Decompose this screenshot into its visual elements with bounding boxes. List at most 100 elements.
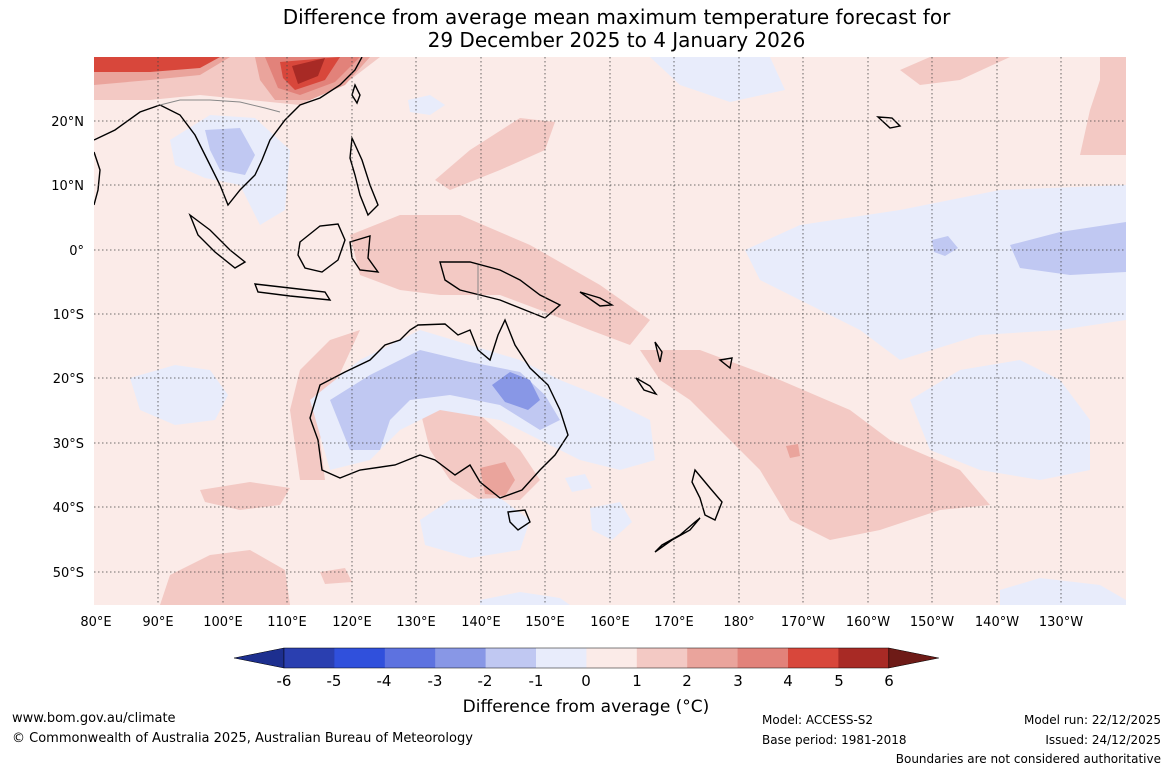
coast-borneo — [297, 223, 346, 273]
anomaly-cool-small-2 — [565, 474, 592, 492]
anomaly-cool-australia-2 — [330, 350, 560, 450]
colorbar-tick: -2 — [478, 672, 493, 690]
colorbar-swatch — [435, 648, 487, 668]
title-line-1: Difference from average mean maximum tem… — [282, 5, 951, 29]
country-borders — [159, 99, 479, 300]
coast-india — [94, 151, 101, 206]
copyright: © Commonwealth of Australia 2025, Austra… — [12, 731, 473, 746]
colorbar-tick: -1 — [529, 672, 544, 690]
lon-label: 100°E — [203, 615, 243, 630]
anomaly-warm-pacific-spot — [786, 444, 800, 458]
coast-solomon — [579, 291, 615, 307]
colorbar-swatch — [334, 648, 386, 668]
colorbar-ticks: -6 -5 -4 -3 -2 -1 0 1 2 3 4 5 6 — [277, 672, 894, 690]
coast-new-zealand-south — [654, 517, 701, 553]
colorbar-tick: 3 — [733, 672, 743, 690]
colorbar-extend-low — [233, 647, 285, 669]
anomaly-cool-small-1 — [408, 95, 445, 115]
colorbar-swatch — [687, 648, 739, 668]
lat-label: 10°S — [53, 308, 84, 323]
anomaly-cool-pacific-3 — [932, 236, 958, 256]
anomaly-cool-south — [480, 592, 570, 605]
lon-label: 120°E — [332, 615, 372, 630]
anomaly-cool-north-pacific — [650, 57, 785, 102]
colorbar-tick: 4 — [783, 672, 793, 690]
colorbar-tick: 1 — [632, 672, 642, 690]
anomaly-warm-southwest — [160, 550, 290, 605]
anomaly-warm-pacific-north — [435, 118, 555, 190]
boundaries-disclaimer: Boundaries are not considered authoritat… — [895, 752, 1161, 766]
coast-australia — [309, 318, 569, 499]
colorbar-tick: -3 — [428, 672, 443, 690]
map-plot-area — [94, 57, 1126, 605]
colorbar-tick: 2 — [682, 672, 692, 690]
coast-new-zealand-north — [691, 468, 723, 521]
anomaly-warm-png — [350, 215, 650, 345]
colorbar-swatch — [788, 648, 839, 668]
lat-label: 40°S — [53, 501, 84, 516]
colorbar-tick: 0 — [581, 672, 591, 690]
anomaly-warm-se-aus-2 — [480, 462, 515, 496]
colorbar-label: Difference from average (°C) — [462, 697, 710, 717]
colorbar-swatch — [536, 648, 587, 668]
colorbar-swatch — [737, 648, 789, 668]
lon-labels: 80°E 90°E 100°E 110°E 120°E 130°E 140°E … — [80, 615, 1083, 630]
lat-label: 0° — [69, 244, 84, 259]
coast-vanuatu — [654, 341, 663, 363]
anomaly-warm-china-3 — [94, 57, 220, 72]
lon-label: 80°E — [80, 615, 111, 630]
lon-label: 140°W — [975, 615, 1019, 630]
forecast-map: 20°N 10°N 0° 10°S 20°S 30°S 40°S 50°S 80… — [51, 57, 1126, 690]
colorbar-swatch — [838, 648, 890, 668]
colorbar-extend-high — [888, 647, 939, 669]
model-name: Model: ACCESS-S2 — [762, 713, 874, 727]
base-period: Base period: 1981-2018 — [762, 733, 907, 747]
anomaly-cool-nz-west — [590, 502, 632, 540]
coast-new-caledonia — [635, 377, 658, 396]
lat-label: 30°S — [53, 437, 84, 452]
anomaly-cool-equatorial-pacific — [745, 185, 1126, 360]
anomaly-warm-south-indian — [200, 482, 290, 510]
lon-label: 170°W — [781, 615, 825, 630]
colorbar-swatch — [586, 648, 638, 668]
lon-label: 90°E — [142, 615, 173, 630]
lon-label: 110°E — [267, 615, 307, 630]
lon-label: 130°W — [1039, 615, 1083, 630]
coast-tasmania — [507, 509, 531, 531]
lon-label: 180° — [723, 615, 754, 630]
lon-label: 130°E — [396, 615, 436, 630]
lon-label: 150°W — [910, 615, 954, 630]
model-run: Model run: 22/12/2025 — [1023, 713, 1161, 727]
colorbar-tick: -6 — [277, 672, 292, 690]
coast-java — [253, 283, 332, 301]
lon-label: 170°E — [654, 615, 694, 630]
anomaly-warm-tasman — [640, 350, 990, 540]
lon-label: 140°E — [461, 615, 501, 630]
anomaly-cool-pacific-2 — [1010, 222, 1126, 275]
lat-label: 20°N — [51, 115, 84, 130]
anomaly-cool-south-pacific — [910, 360, 1090, 480]
website-link[interactable]: www.bom.gov.au/climate — [12, 711, 176, 726]
anomaly-warm-northeast — [900, 57, 1010, 85]
lon-label: 150°E — [525, 615, 565, 630]
colorbar-tick: 6 — [884, 672, 894, 690]
colorbar-tick: -4 — [377, 672, 392, 690]
issued-date: Issued: 24/12/2025 — [1045, 733, 1161, 747]
anomaly-cool-tasmania-south — [420, 498, 530, 558]
colorbar-swatch — [284, 648, 335, 668]
lon-label: 160°W — [846, 615, 890, 630]
gridlines — [94, 57, 1126, 605]
lat-label: 20°S — [53, 372, 84, 387]
coast-hawaii — [876, 116, 902, 129]
colorbar-swatch — [384, 648, 436, 668]
coast-taiwan — [351, 83, 361, 105]
colorbar-swatch — [485, 648, 537, 668]
coast-philippines — [349, 135, 379, 217]
colorbar-tick: -5 — [327, 672, 342, 690]
anomaly-cool-indian-ocean — [130, 365, 228, 425]
colorbar — [233, 647, 939, 669]
title-line-2: 29 December 2025 to 4 January 2026 — [427, 28, 806, 52]
colorbar-frame — [283, 647, 890, 669]
colorbar-swatch — [636, 648, 688, 668]
coast-fiji — [718, 357, 733, 370]
